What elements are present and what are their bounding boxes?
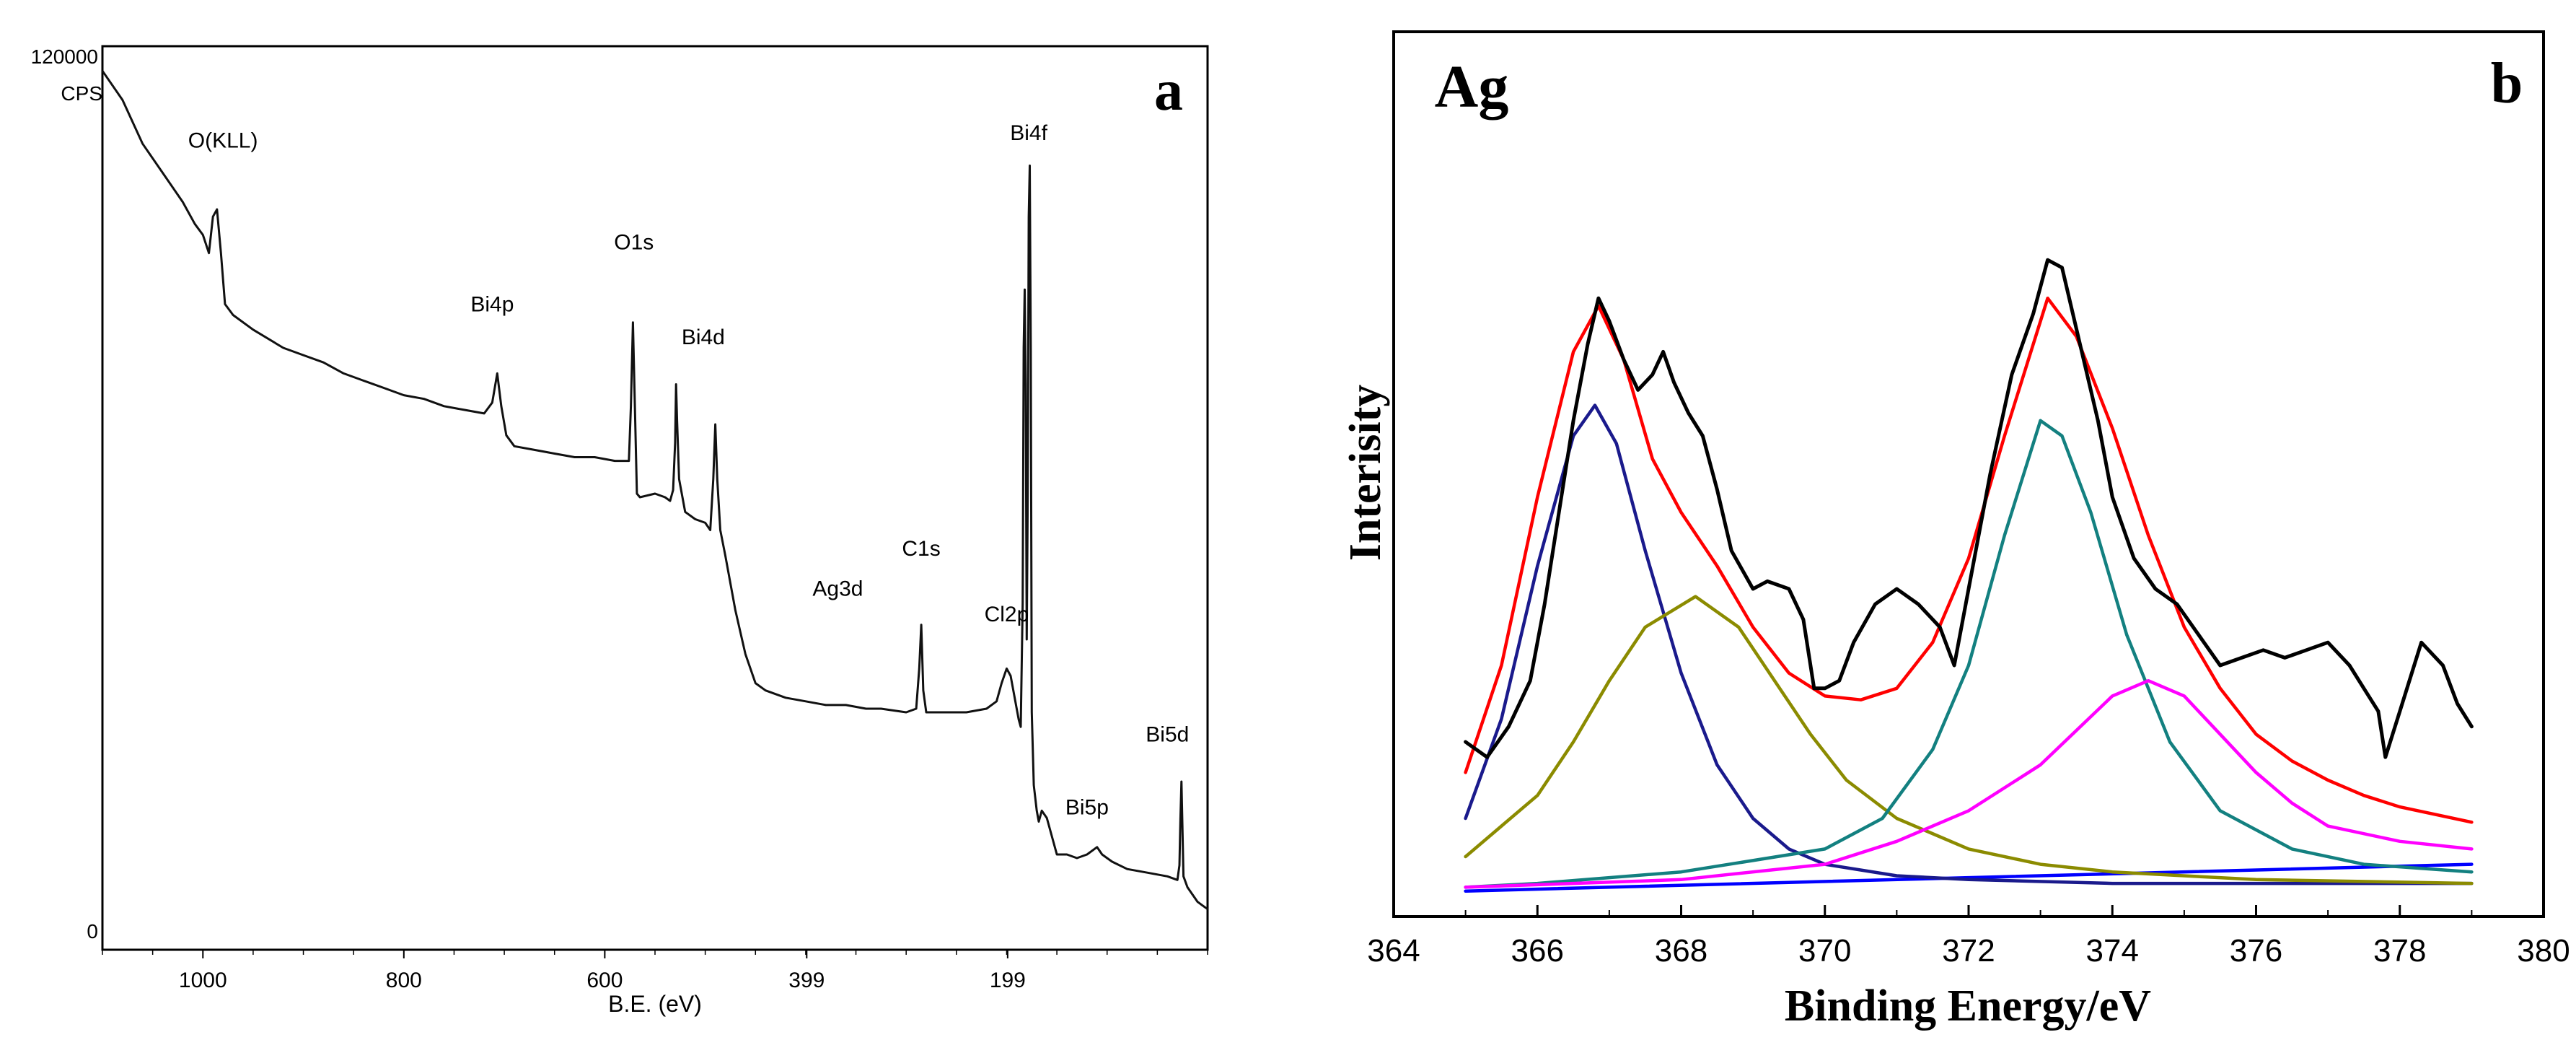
panel-a-peak-label: Bi4d [682, 325, 725, 349]
panel-b-x-tick-label: 378 [2373, 933, 2426, 969]
panel-a-x-tick-label: 600 [586, 969, 623, 992]
panel-b-x-tick-label: 364 [1367, 933, 1420, 969]
panel-b-x-tick-label: 374 [2086, 933, 2139, 969]
panel-a-peak-label: Bi5p [1065, 795, 1109, 819]
panel-b-x-tick-label: 376 [2230, 933, 2282, 969]
panel-b-y-axis-label: Interisity [1341, 385, 1390, 561]
panel-b-series-line [1464, 258, 2474, 759]
panel-a-peak-label: Bi5d [1146, 722, 1189, 746]
panel-a-peak-label: Cl2p [985, 603, 1029, 626]
panel-a-series-line [101, 70, 1208, 910]
panel-a-y-ticks: 120000 0 [31, 45, 98, 943]
panel-b-series-line [1464, 862, 2474, 893]
panel-a-peak-label: Bi4p [470, 293, 514, 317]
panel-b-x-tick-label: 380 [2517, 933, 2570, 969]
panel-a-x-tick-label: 199 [990, 969, 1026, 992]
panel-b-label: b [2491, 52, 2523, 115]
panel-b-x-tick-label: 372 [1942, 933, 1995, 969]
panel-a-peak-label: Ag3d [812, 577, 863, 600]
panel-b-series-line [1464, 419, 2474, 889]
panel-a-y-axis-label: CPS [61, 82, 102, 105]
panel-a-label: a [1154, 59, 1183, 123]
panel-a-peak-label: Bi4f [1010, 121, 1047, 145]
panel-a-peak-label: O1s [614, 231, 654, 255]
panel-a-y-tick-label: 0 [87, 920, 98, 943]
panel-b-series-line [1464, 403, 2474, 886]
panel-a-x-axis-label: B.E. (eV) [608, 991, 702, 1017]
panel-b-x-tick-label: 370 [1798, 933, 1851, 969]
panel-a-series [101, 70, 1208, 910]
panel-a-x-tick-label: 1000 [179, 969, 227, 992]
panel-a-x-tick-label: 399 [788, 969, 825, 992]
panel-a-y-tick-label: 120000 [31, 45, 98, 68]
panel-b-title: Ag [1435, 53, 1509, 121]
panel-b-ag-chart: 364 366 368 370 372 374 376 378 380 Ag b Interis… [1341, 30, 2570, 1031]
panel-a-x-tick-label: 800 [386, 969, 422, 992]
panel-b-x-tick-label: 368 [1655, 933, 1707, 969]
panel-a-peak-label: C1s [902, 537, 940, 561]
panel-b-x-ticks: 364 366 368 370 372 374 376 378 380 [1367, 905, 2570, 969]
panel-a-peak-label: O(KLL) [188, 128, 258, 152]
panel-a-survey-chart: 1000 800 600 399 199 120000 0 O(KLL) Bi4p O1s Bi… [31, 45, 1209, 1017]
panel-a-peak-labels: O(KLL) Bi4p O1s Bi4d C1s Ag3d Cl2p Bi4f Bi5p Bi5d [188, 121, 1190, 819]
panel-b-x-tick-label: 366 [1511, 933, 1564, 969]
panel-b-series-line [1464, 595, 2474, 886]
panel-b-x-axis-label: Binding Energy/eV [1785, 981, 2151, 1031]
panel-a-x-ticks: 1000 800 600 399 199 [102, 950, 1208, 992]
panel-b-plot-frame [1392, 30, 2545, 918]
panel-b-series [1464, 258, 2474, 893]
panel-b-series-line [1464, 678, 2474, 889]
